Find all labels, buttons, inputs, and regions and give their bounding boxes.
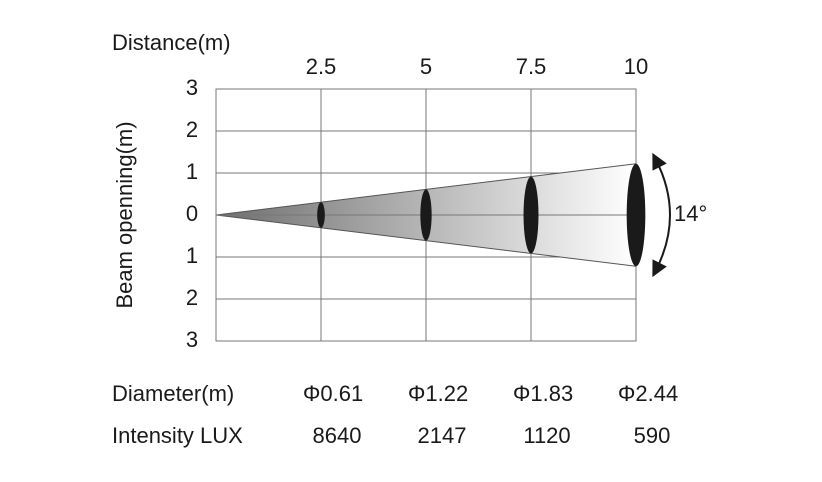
intensity-value: 1120 bbox=[523, 423, 570, 448]
angle-label: 14° bbox=[674, 201, 707, 226]
beam-section bbox=[420, 189, 432, 241]
beam-section bbox=[626, 163, 646, 267]
y-tick-label: 1 bbox=[186, 243, 198, 268]
y-tick-label: 3 bbox=[186, 327, 198, 352]
x-tick-label: 5 bbox=[420, 54, 432, 79]
diameter-label: Φ0.61 bbox=[303, 381, 363, 406]
x-tick-label: 7.5 bbox=[516, 54, 547, 79]
y-tick-label: 0 bbox=[186, 201, 198, 226]
y-tick-label: 2 bbox=[186, 285, 198, 310]
intensity-value: 8640 bbox=[313, 423, 362, 448]
beam-section bbox=[523, 176, 539, 254]
row-label: Diameter(m) bbox=[112, 381, 234, 406]
x-tick-label: 2.5 bbox=[306, 54, 337, 79]
diameter-label: Φ1.83 bbox=[513, 381, 573, 406]
x-tick-label: 10 bbox=[624, 54, 648, 79]
y-tick-label: 3 bbox=[186, 75, 198, 100]
angle-arrow bbox=[652, 152, 671, 278]
beam-section bbox=[317, 202, 325, 228]
row-label: Intensity LUX bbox=[112, 423, 243, 448]
diameter-label: Φ1.22 bbox=[408, 381, 468, 406]
diameter-label: Φ2.44 bbox=[618, 381, 678, 406]
intensity-value: 590 bbox=[634, 423, 671, 448]
y-tick-label: 1 bbox=[186, 159, 198, 184]
y-tick-label: 2 bbox=[186, 117, 198, 142]
x-axis-label: Distance(m) bbox=[112, 30, 231, 55]
intensity-value: 2147 bbox=[418, 423, 467, 448]
y-axis-label: Beam openning(m) bbox=[112, 121, 137, 308]
